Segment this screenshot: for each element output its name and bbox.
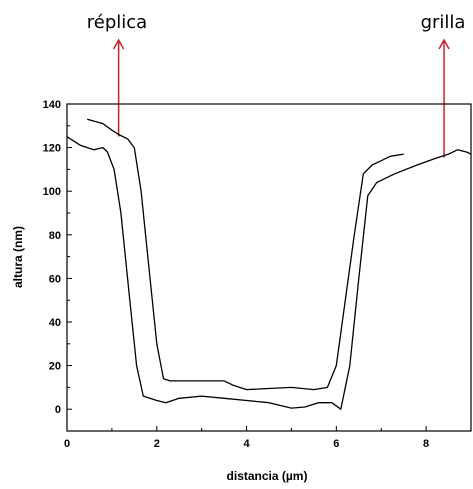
x-tick-label: 6 <box>333 438 339 450</box>
y-axis-title: altura (nm) <box>11 226 25 288</box>
y-tick-label: 80 <box>49 230 61 242</box>
series-line-réplica <box>87 118 404 391</box>
plot-frame <box>66 103 472 432</box>
y-tick-label: 100 <box>43 186 61 198</box>
annotation-grilla: grilla <box>421 12 466 33</box>
x-axis-title: distancia (µm) <box>227 469 308 483</box>
arrow-head <box>438 38 450 50</box>
x-tick-label: 2 <box>154 438 160 450</box>
y-tick-label: 20 <box>49 361 61 373</box>
x-tick-label: 8 <box>423 438 429 450</box>
series-line-grilla <box>66 136 472 410</box>
y-tick-label: 0 <box>55 404 61 416</box>
x-tick-label: 4 <box>243 438 250 450</box>
annotation-replica: réplica <box>87 12 147 33</box>
series-layer <box>66 118 472 410</box>
y-tick-label: 60 <box>49 273 61 285</box>
arrow-head <box>112 38 125 50</box>
y-tick-label: 140 <box>43 99 61 111</box>
y-tick-label: 40 <box>49 317 61 329</box>
y-tick-label: 120 <box>43 143 61 155</box>
annotation-arrows <box>112 38 450 158</box>
annotation-arrow <box>112 38 125 137</box>
annotation-arrow <box>438 38 450 158</box>
x-tick-label: 0 <box>64 438 70 450</box>
